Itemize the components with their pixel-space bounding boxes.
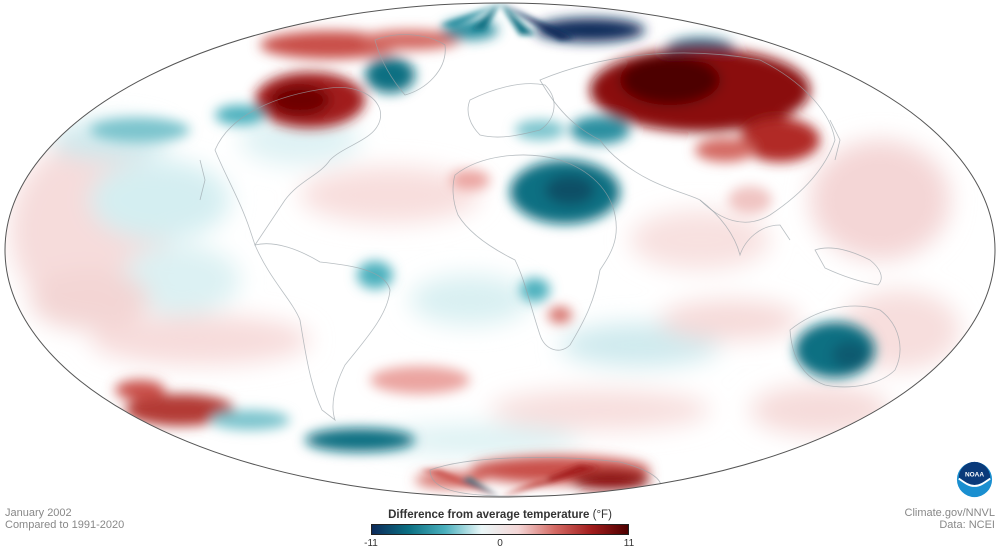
legend-mid-label: 0: [497, 538, 503, 549]
legend-title: Difference from average temperature (°F): [362, 509, 638, 521]
continent-outlines: [199, 34, 901, 497]
legend-title-text: Difference from average temperature: [388, 509, 590, 521]
baseline-label: Compared to 1991-2020: [5, 519, 125, 531]
noaa-logo-text: NOAA: [965, 472, 984, 479]
legend-min-label: -11: [364, 538, 378, 549]
color-legend: Difference from average temperature (°F)…: [362, 509, 638, 549]
credits: Climate.gov/NNVL Data: NCEI: [905, 507, 995, 531]
temperature-anomaly-map: [4, 2, 996, 498]
legend-max-label: 11: [623, 538, 635, 549]
legend-ticks: -11 0 11: [364, 538, 634, 550]
world-map-svg: [4, 2, 996, 498]
credit-data: Data: NCEI: [939, 519, 995, 531]
globe: [10, 3, 960, 497]
noaa-logo-icon: NOAA: [956, 461, 993, 498]
legend-color-bar: [371, 524, 629, 535]
date-label: January 2002: [5, 507, 72, 519]
background-anomaly-field: [10, 115, 960, 455]
globe-outline: [4, 2, 996, 498]
date-info: January 2002 Compared to 1991-2020: [5, 507, 124, 531]
credit-source: Climate.gov/NNVL: [904, 507, 995, 519]
polar-streaks: [420, 3, 600, 497]
legend-unit: (°F): [592, 509, 612, 521]
